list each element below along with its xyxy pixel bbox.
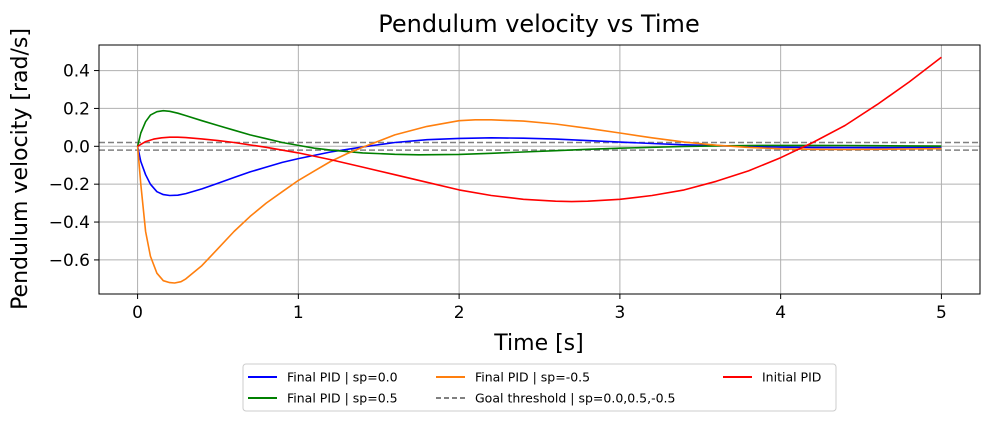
y-tick-label: −0.2 (49, 175, 90, 195)
x-tick-label: 3 (614, 303, 625, 323)
y-tick-label: 0.4 (63, 62, 90, 82)
x-axis-label: Time [s] (493, 331, 583, 356)
y-tick-label: 0.0 (63, 137, 90, 157)
x-axis: 0 1 2 3 4 5 (132, 294, 947, 323)
series-line-5 (137, 56, 942, 203)
series-lines (136, 56, 942, 284)
chart-title: Pendulum velocity vs Time (378, 10, 699, 38)
x-tick-label: 5 (936, 303, 947, 323)
y-axis: −0.6 −0.4 −0.2 0.0 0.2 0.4 (49, 62, 99, 271)
gridlines (99, 45, 980, 294)
legend: Final PID | sp=0.0 Final PID | sp=0.5 Fina… (242, 363, 837, 412)
x-tick-label: 0 (132, 303, 143, 323)
series-line-2 (136, 109, 942, 156)
y-tick-label: −0.6 (49, 251, 90, 271)
legend-box (242, 363, 837, 412)
series-line-3 (136, 119, 942, 284)
x-tick-label: 1 (293, 303, 304, 323)
y-tick-label: −0.4 (49, 213, 90, 233)
x-tick-label: 4 (775, 303, 786, 323)
plot-area-frame (98, 44, 981, 295)
legend-label: Initial PID (762, 370, 821, 385)
legend-label: Goal threshold | sp=0.0,0.5,-0.5 (475, 391, 675, 406)
y-axis-label: Pendulum velocity [rad/s] (8, 28, 33, 310)
x-tick-label: 2 (454, 303, 465, 323)
legend-label: Final PID | sp=0.5 (287, 391, 398, 406)
y-tick-label: 0.2 (63, 99, 90, 119)
series-line-1 (136, 137, 942, 197)
legend-label: Final PID | sp=0.0 (287, 370, 398, 385)
legend-label: Final PID | sp=-0.5 (475, 370, 590, 385)
